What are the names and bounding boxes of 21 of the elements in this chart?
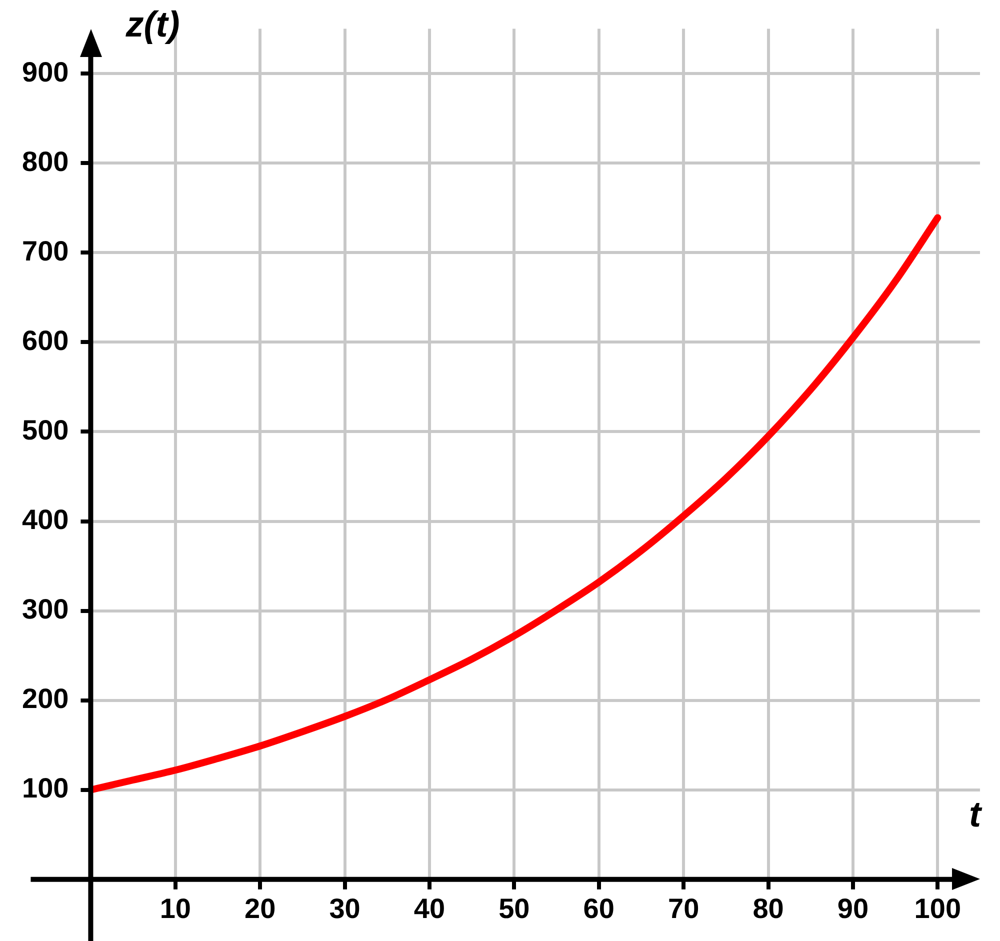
- x-tick-label: 70: [668, 892, 700, 924]
- x-tick-label: 100: [914, 892, 962, 924]
- x-tick-label: 20: [244, 892, 276, 924]
- y-axis-title: z(t): [124, 4, 180, 45]
- y-tick-label: 700: [22, 235, 69, 266]
- x-tick-label: 30: [329, 892, 360, 924]
- x-tick-label: 50: [498, 892, 530, 924]
- y-tick-label: 900: [22, 56, 69, 88]
- y-tick-label: 300: [22, 594, 69, 625]
- y-tick-label: 600: [22, 324, 69, 356]
- y-tick-label: 200: [22, 683, 69, 714]
- y-tick-label: 400: [22, 504, 69, 535]
- x-tick-label: 40: [414, 892, 446, 924]
- x-tick-label: 90: [837, 892, 869, 924]
- y-tick-label: 500: [22, 414, 69, 446]
- x-tick-label: 60: [583, 892, 614, 924]
- y-tick-label: 100: [22, 772, 69, 804]
- x-tick-label: 10: [160, 892, 191, 924]
- y-tick-label: 800: [22, 146, 69, 177]
- x-axis-title: t: [969, 793, 983, 834]
- x-tick-label: 80: [752, 892, 784, 924]
